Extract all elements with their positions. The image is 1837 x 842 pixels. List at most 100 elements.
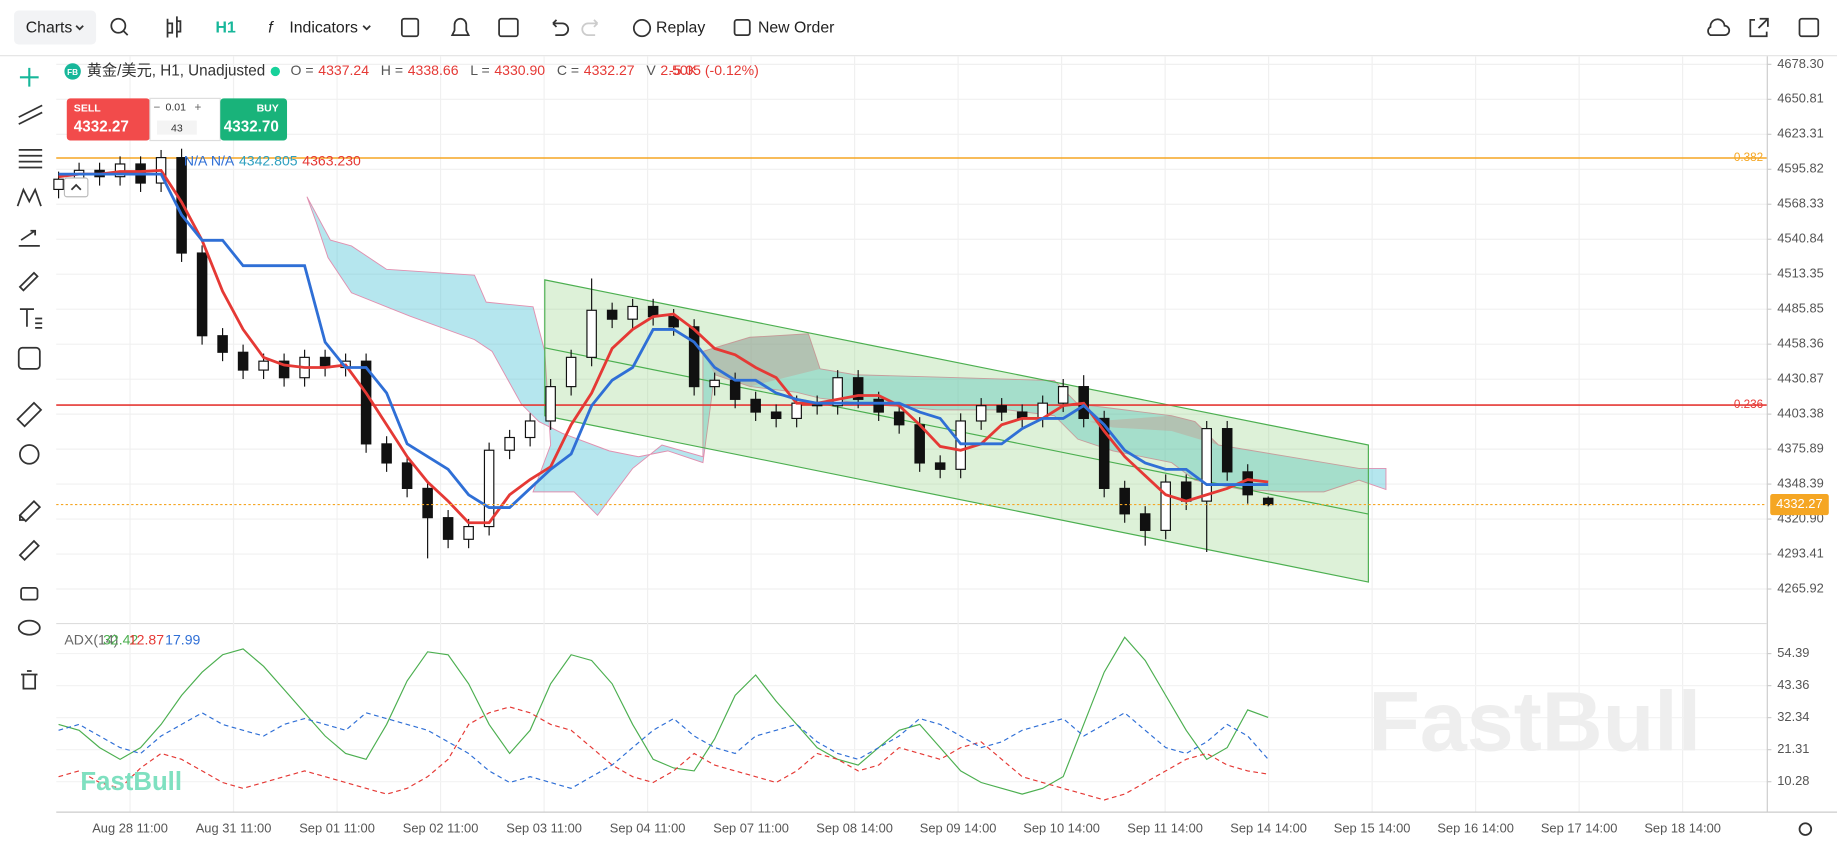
x-tick-label: Sep 04 11:00: [610, 821, 686, 836]
settings-icon[interactable]: [1798, 822, 1813, 836]
ohlc-value: 4332.27: [584, 62, 635, 78]
chevron: [70, 183, 82, 191]
left-toolbar: [16, 67, 43, 690]
candle-body: [750, 398, 761, 413]
candle-body: [442, 517, 454, 540]
cloud-icon[interactable]: [1707, 18, 1731, 37]
charts-button[interactable]: [14, 10, 97, 45]
ohlc-value: 4330.90: [494, 62, 545, 78]
y-tick-label: 4623.31: [1777, 126, 1824, 141]
calendar-icon[interactable]: [498, 17, 519, 38]
candle-body: [668, 316, 679, 328]
y-tick-label: 10.28: [1777, 773, 1809, 788]
draw-lock-tool[interactable]: [18, 539, 40, 562]
alert-icon[interactable]: [450, 17, 471, 37]
adx-value: 17.99: [165, 631, 200, 647]
measure-tool[interactable]: [16, 401, 43, 428]
sell-price[interactable]: 4332.27: [74, 119, 129, 136]
crosshair-tool[interactable]: [19, 67, 39, 87]
fx-icon: f: [268, 19, 274, 36]
candle-body: [729, 379, 741, 400]
candle-body: [381, 443, 392, 464]
plot: 0.382 0.236: [53, 148, 1767, 801]
candle-body: [237, 351, 249, 371]
emoji-tool[interactable]: [17, 346, 41, 370]
adx-title: ADX(14): [64, 631, 118, 647]
y-tick-label: 4430.87: [1777, 371, 1824, 386]
status-dot: [270, 66, 281, 77]
y-tick-label: 4513.35: [1777, 266, 1824, 281]
lot-minus[interactable]: −: [153, 101, 160, 114]
popout-icon[interactable]: [1749, 17, 1769, 38]
delete-tool[interactable]: [21, 670, 38, 690]
spread-box: [156, 120, 197, 135]
x-tick-label: Sep 02 11:00: [403, 821, 479, 836]
lock-tool[interactable]: [20, 586, 39, 601]
projection-tool[interactable]: [18, 229, 40, 247]
candle-body: [196, 252, 208, 337]
candle-body: [586, 309, 597, 358]
y-tick-label: 4403.38: [1777, 406, 1824, 421]
x-tick-label: Sep 09 14:00: [920, 821, 997, 836]
indicator-line: [58, 172, 1269, 509]
candle-body: [873, 398, 884, 413]
spread: 43: [171, 123, 183, 135]
text-tool[interactable]: [19, 308, 43, 329]
search-icon[interactable]: [110, 17, 127, 34]
grid: [56, 56, 1767, 812]
fib-tool[interactable]: [18, 149, 43, 169]
magnet-tool[interactable]: [18, 499, 42, 523]
undo-icon[interactable]: [552, 19, 570, 37]
visibility-tool[interactable]: [17, 619, 41, 636]
x-tick-label: Sep 18 14:00: [1644, 821, 1721, 836]
symbol-title: 黄金/美元, H1, Unadjusted: [87, 62, 266, 79]
fib-label: 0.236: [1734, 398, 1763, 411]
watermark: FastBull: [1368, 675, 1701, 769]
zoom-tool[interactable]: [19, 444, 40, 465]
candle-body: [934, 462, 946, 470]
x-tick-label: Sep 10 14:00: [1023, 821, 1100, 836]
y-tick-label: 4348.39: [1777, 475, 1824, 490]
indicators-button[interactable]: Indicators: [289, 19, 358, 36]
candle-body: [53, 178, 64, 191]
buy-price[interactable]: 4332.70: [224, 119, 279, 136]
ichimoku-value: N/A: [184, 152, 208, 168]
candle-body: [1180, 481, 1192, 502]
candle-body: [996, 405, 1007, 413]
x-tick-label: Sep 16 14:00: [1437, 821, 1514, 836]
buy-button[interactable]: [220, 98, 288, 141]
ohlc-label: C =: [557, 62, 579, 78]
ohlc-label: V: [646, 62, 656, 78]
candle-body: [1139, 513, 1151, 531]
adx-value: 32.42: [103, 631, 138, 647]
collapse-legend[interactable]: [63, 177, 89, 198]
replay-button[interactable]: Replay: [656, 19, 705, 36]
interval[interactable]: H1: [216, 19, 236, 36]
candle-body: [1201, 428, 1212, 502]
pattern-tool[interactable]: [16, 187, 42, 207]
buy-label[interactable]: BUY: [257, 103, 279, 115]
template-icon[interactable]: [400, 17, 420, 38]
lot-size[interactable]: 0.01: [165, 102, 186, 114]
brush-tool[interactable]: [18, 271, 39, 292]
redo-icon[interactable]: [581, 19, 599, 37]
candle-icon[interactable]: [166, 16, 182, 38]
search-icon: [122, 29, 129, 36]
sell-label[interactable]: SELL: [74, 103, 101, 115]
candle-body: [606, 309, 618, 320]
last-price-label: 4332.27: [1776, 496, 1823, 511]
adx-line: [58, 636, 1269, 795]
charts-label[interactable]: Charts: [26, 19, 73, 36]
ohlc-value: 4337.24: [318, 62, 369, 78]
collapse-icon[interactable]: [1798, 17, 1820, 38]
sell-button[interactable]: [66, 98, 150, 141]
new-order-button[interactable]: New Order: [758, 19, 834, 36]
candle-body: [1119, 487, 1130, 515]
lot-plus[interactable]: +: [194, 101, 201, 114]
last-price-tag: [1770, 494, 1829, 516]
line-tool[interactable]: [18, 104, 43, 125]
candle-body: [914, 424, 925, 464]
candle-body: [893, 411, 905, 426]
candle-body: [1221, 428, 1233, 473]
